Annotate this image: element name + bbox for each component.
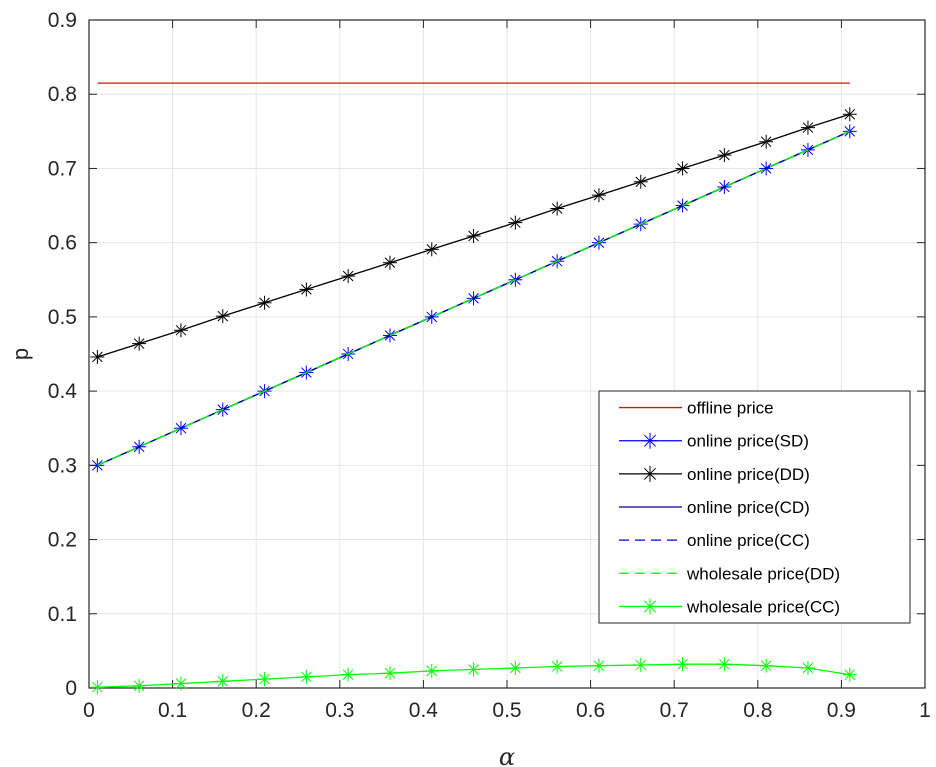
legend-item-wholesale-price-dd: wholesale price(DD) — [619, 564, 840, 583]
x-tick-label: 0.9 — [827, 699, 856, 722]
data-point — [341, 269, 356, 284]
data-point — [341, 667, 356, 682]
data-point — [132, 678, 147, 693]
data-point — [800, 120, 815, 135]
x-tick-label: 0.3 — [325, 699, 354, 722]
x-tick-label: 0.1 — [158, 699, 187, 722]
y-tick-label: 0.1 — [48, 603, 77, 626]
data-point — [424, 242, 439, 257]
data-point — [759, 658, 774, 673]
x-tick-label: 1 — [919, 699, 931, 722]
x-axis-label: α — [499, 743, 515, 767]
legend-label: online price(CC) — [687, 531, 810, 550]
x-tick-label: 0.8 — [743, 699, 772, 722]
data-point — [132, 336, 147, 351]
data-point — [173, 676, 188, 691]
data-point — [424, 663, 439, 678]
legend-label: online price(CD) — [687, 498, 810, 517]
data-point — [90, 349, 105, 364]
x-tick-label: 0.2 — [242, 699, 271, 722]
y-tick-label: 0 — [65, 677, 77, 700]
legend-label: wholesale price(DD) — [686, 564, 840, 583]
data-point — [550, 659, 565, 674]
legend-marker-sample — [642, 432, 658, 449]
legend-item-offline-price: offline price — [619, 399, 774, 418]
data-point — [675, 657, 690, 672]
legend-label: online price(DD) — [687, 465, 810, 484]
data-point — [591, 188, 606, 203]
data-point — [382, 666, 397, 681]
series-wholesale-price-cc — [90, 657, 857, 695]
data-point — [633, 174, 648, 189]
data-point — [173, 323, 188, 338]
y-tick-label: 0.3 — [48, 454, 77, 477]
x-tick-label: 0.5 — [492, 699, 521, 722]
data-point — [717, 148, 732, 163]
legend: offline price online price(SD) online pric… — [598, 390, 911, 624]
data-point — [759, 134, 774, 149]
x-tick-label: 0.6 — [576, 699, 605, 722]
data-point — [299, 282, 314, 297]
data-point — [508, 660, 523, 675]
legend-item-online-price-cc: online price(CC) — [619, 531, 810, 550]
y-tick-label: 0.5 — [48, 306, 77, 329]
x-tick-label: 0 — [83, 699, 95, 722]
y-tick-label: 0.6 — [48, 232, 77, 255]
data-point — [550, 201, 565, 216]
x-tick-label: 0.7 — [660, 699, 689, 722]
legend-item-wholesale-price-cc: wholesale price(CC) — [619, 597, 840, 616]
x-tick-label: 0.4 — [409, 699, 439, 722]
data-point — [257, 295, 272, 310]
legend-marker-sample — [642, 465, 658, 482]
data-point — [90, 680, 105, 695]
legend-item-online-price-sd: online price(SD) — [619, 432, 809, 451]
data-point — [215, 309, 230, 324]
data-point — [90, 458, 105, 473]
data-point — [591, 658, 606, 673]
data-point — [466, 228, 481, 243]
data-point — [717, 657, 732, 672]
legend-label: offline price — [687, 399, 774, 418]
legend-marker-sample — [642, 598, 658, 615]
series-wholesale-price-dd — [97, 130, 851, 466]
data-point — [257, 672, 272, 687]
axes-box — [88, 19, 926, 689]
data-point — [800, 660, 815, 675]
y-tick-label: 0.4 — [48, 380, 78, 403]
data-point — [215, 674, 230, 689]
y-tick-label: 0.9 — [48, 9, 77, 32]
data-point — [842, 107, 857, 122]
legend-label: wholesale price(CC) — [686, 597, 840, 616]
data-point — [675, 161, 690, 176]
y-tick-label: 0.2 — [48, 529, 77, 552]
series-layer — [90, 82, 857, 695]
legend-label: online price(SD) — [687, 432, 809, 451]
data-point — [633, 657, 648, 672]
y-axis-label: p — [8, 348, 33, 360]
y-tick-label: 0.7 — [48, 157, 77, 180]
axes: 0 0.1 0.2 0.3 0.4 0.5 0.6 0.7 0.8 0.9 1 0 0.1 0.2 0.3 0… — [48, 9, 931, 722]
data-point — [508, 215, 523, 230]
series-line — [97, 130, 851, 466]
series-online-price-dd — [90, 107, 857, 364]
data-point — [842, 667, 857, 682]
data-point — [299, 669, 314, 684]
legend-item-online-price-dd: online price(DD) — [619, 465, 810, 484]
y-tick-label: 0.8 — [48, 83, 77, 106]
data-point — [466, 662, 481, 677]
legend-item-online-price-cd: online price(CD) — [619, 498, 810, 517]
data-point — [382, 255, 397, 270]
